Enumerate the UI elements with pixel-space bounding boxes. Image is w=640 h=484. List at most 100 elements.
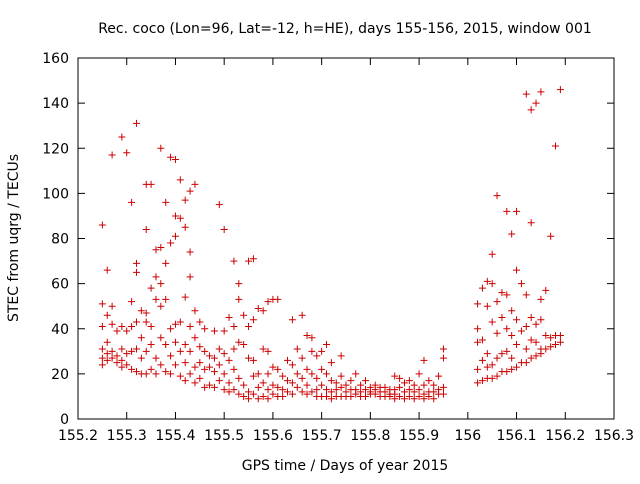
data-point (410, 388, 418, 396)
data-point (532, 99, 540, 107)
data-point (493, 192, 501, 200)
data-point (181, 341, 189, 349)
data-point (556, 86, 564, 94)
x-tick-label: 156.2 (545, 428, 585, 444)
data-point (298, 374, 306, 382)
data-point (308, 388, 316, 396)
data-point (513, 363, 521, 371)
data-point (425, 377, 433, 385)
data-point (152, 295, 160, 303)
data-point (405, 377, 413, 385)
data-point (201, 365, 209, 373)
data-point (235, 374, 243, 382)
data-point (313, 352, 321, 360)
data-point (323, 392, 331, 400)
y-tick-label: 80 (51, 232, 69, 248)
data-point (269, 381, 277, 389)
data-point (220, 327, 228, 335)
data-point (162, 295, 170, 303)
data-point (517, 280, 525, 288)
data-point (264, 386, 272, 394)
data-point (249, 255, 257, 263)
data-point (220, 225, 228, 233)
data-point (342, 381, 350, 389)
data-point (542, 345, 550, 353)
data-point (132, 368, 140, 376)
data-point (128, 365, 136, 373)
data-point (98, 300, 106, 308)
data-point (527, 336, 535, 344)
data-point (337, 352, 345, 360)
data-point (128, 347, 136, 355)
data-point (152, 246, 160, 254)
data-point (498, 350, 506, 358)
data-point (98, 361, 106, 369)
data-point (191, 307, 199, 315)
data-point (147, 365, 155, 373)
data-point (118, 356, 126, 364)
data-point (337, 383, 345, 391)
data-point (391, 395, 399, 403)
data-point (318, 347, 326, 355)
y-tick-label: 60 (51, 277, 69, 293)
data-point (245, 322, 253, 330)
data-point (386, 392, 394, 400)
data-point (142, 347, 150, 355)
data-point (108, 151, 116, 159)
data-point (396, 374, 404, 382)
x-axis-label: GPS time / Days of year 2015 (242, 458, 449, 474)
data-point (220, 386, 228, 394)
data-point (118, 322, 126, 330)
data-point (400, 388, 408, 396)
data-point (157, 144, 165, 152)
data-point (391, 372, 399, 380)
data-point (147, 341, 155, 349)
data-point (215, 361, 223, 369)
data-point (503, 207, 511, 215)
data-point (137, 354, 145, 362)
data-point (498, 289, 506, 297)
data-point (240, 381, 248, 389)
data-point (532, 352, 540, 360)
data-point (249, 390, 257, 398)
data-point (308, 334, 316, 342)
data-point (132, 259, 140, 267)
data-point (371, 390, 379, 398)
data-point (264, 298, 272, 306)
data-point (137, 307, 145, 315)
data-point (254, 370, 262, 378)
data-point (303, 381, 311, 389)
data-point (113, 327, 121, 335)
y-tick-label: 160 (42, 51, 69, 67)
data-point (508, 307, 516, 315)
data-point (181, 196, 189, 204)
data-point (191, 363, 199, 371)
data-point (552, 142, 560, 150)
data-point (352, 390, 360, 398)
data-point (220, 370, 228, 378)
data-point (123, 350, 131, 358)
data-point (522, 90, 530, 98)
data-point (410, 395, 418, 403)
data-point (488, 250, 496, 258)
data-point (225, 388, 233, 396)
data-point (176, 372, 184, 380)
data-point (274, 383, 282, 391)
data-point (474, 365, 482, 373)
data-point (157, 244, 165, 252)
data-point (176, 214, 184, 222)
data-point (522, 345, 530, 353)
data-point (210, 327, 218, 335)
data-point (474, 379, 482, 387)
data-point (206, 363, 214, 371)
data-point (259, 379, 267, 387)
data-point (537, 295, 545, 303)
data-point (167, 239, 175, 247)
data-point (230, 386, 238, 394)
data-point (352, 370, 360, 378)
data-point (162, 198, 170, 206)
data-point (259, 307, 267, 315)
data-point (517, 327, 525, 335)
data-point (123, 361, 131, 369)
data-point (171, 361, 179, 369)
